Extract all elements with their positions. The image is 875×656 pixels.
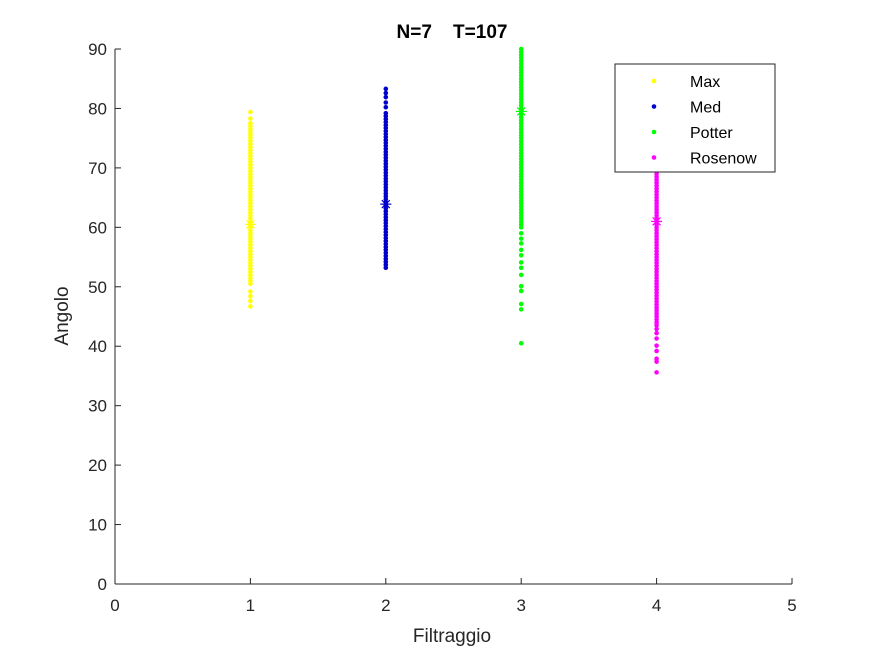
data-point (518, 272, 524, 278)
x-tick-label: 5 (787, 596, 796, 615)
data-point (518, 265, 524, 271)
x-tick-label: 4 (652, 596, 661, 615)
y-tick-label: 20 (88, 456, 107, 475)
data-point (383, 104, 389, 110)
legend-label: Rosenow (690, 151, 757, 168)
data-point (383, 90, 389, 96)
mean-marker-stroke (246, 219, 255, 229)
data-point (518, 230, 524, 236)
legend-item: Med (651, 100, 721, 117)
legend-marker (651, 155, 657, 160)
data-point (248, 293, 253, 299)
x-tick-label: 3 (516, 596, 525, 615)
data-point (654, 356, 659, 362)
series-potter (515, 46, 527, 346)
data-point (248, 289, 253, 294)
series-rosenow (651, 165, 663, 375)
data-point (518, 241, 524, 246)
mean-marker (515, 105, 527, 117)
data-point (518, 283, 524, 289)
data-point (518, 307, 524, 312)
data-point (248, 121, 253, 126)
chart-title: N=7 T=107 (397, 22, 508, 43)
data-point (248, 116, 253, 121)
data-point (518, 46, 524, 52)
y-tick-label: 90 (88, 40, 107, 59)
x-tick-label: 1 (246, 596, 255, 615)
data-point (518, 260, 524, 265)
data-point (654, 348, 659, 354)
legend-label: Max (690, 74, 720, 91)
data-point (248, 298, 253, 304)
mean-marker (380, 198, 392, 210)
mean-marker (244, 218, 256, 230)
legend-item: Max (651, 74, 720, 91)
data-point (518, 247, 524, 253)
legend: Max Med Potter Rosenow (614, 63, 776, 173)
y-tick-label: 10 (88, 516, 107, 535)
data-point (383, 94, 389, 100)
y-axis-label: Angolo (52, 286, 73, 345)
data-point (654, 336, 659, 341)
y-tick-label: 80 (88, 99, 107, 118)
x-tick-label: 0 (110, 596, 119, 615)
y-tick-label: 60 (88, 218, 107, 237)
data-layer (244, 46, 663, 375)
legend-label: Med (690, 100, 721, 117)
y-tick-label: 0 (98, 575, 107, 594)
data-point (518, 252, 524, 258)
legend-box (614, 63, 776, 173)
legend-marker (651, 129, 657, 135)
data-point (654, 370, 659, 375)
mean-marker-stroke (516, 107, 526, 116)
legend-marker (651, 104, 657, 109)
data-point (518, 236, 524, 241)
data-point (383, 110, 389, 116)
data-point (654, 326, 659, 332)
data-point (518, 340, 524, 346)
y-tick-label: 70 (88, 159, 107, 178)
data-point (518, 288, 524, 294)
legend-label: Potter (690, 125, 733, 142)
y-tick-label: 40 (88, 337, 107, 356)
data-point (654, 330, 659, 336)
data-point (383, 86, 389, 92)
mean-marker (651, 215, 663, 227)
x-axis-label: Filtraggio (413, 626, 491, 647)
legend-marker (651, 78, 657, 84)
x-tick-label: 2 (381, 596, 390, 615)
data-point (383, 100, 389, 105)
data-point (654, 343, 659, 348)
legend-item: Rosenow (651, 151, 757, 168)
series-max (244, 109, 256, 309)
mean-marker-stroke (381, 199, 391, 209)
y-tick-label: 30 (88, 397, 107, 416)
series-med (380, 86, 392, 271)
data-point (248, 304, 253, 309)
data-point (248, 109, 253, 115)
legend-item: Potter (651, 125, 733, 142)
mean-marker-stroke (652, 217, 661, 226)
data-point (518, 301, 524, 307)
y-tick-label: 50 (88, 278, 107, 297)
